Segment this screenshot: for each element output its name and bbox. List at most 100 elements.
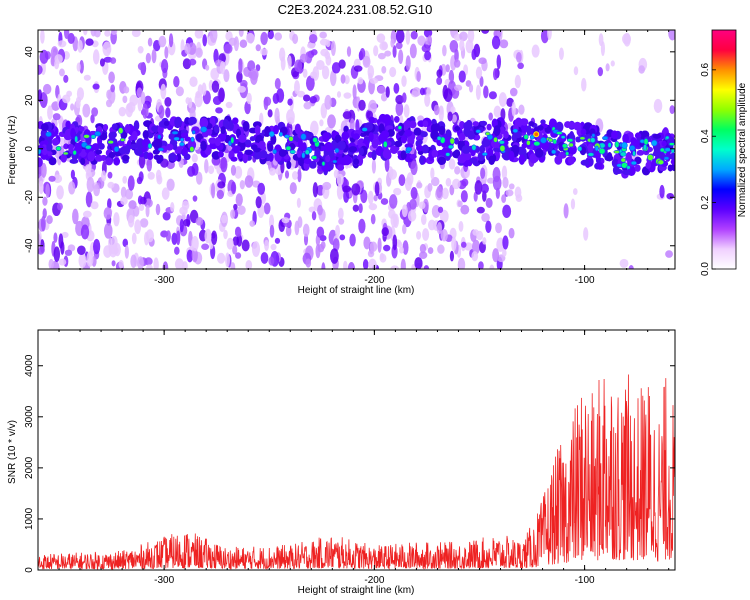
spectral-blob <box>384 50 392 57</box>
ridge-blob <box>78 126 85 132</box>
spectrogram-marks <box>38 30 675 269</box>
spectral-blob <box>107 198 112 210</box>
spectral-blob <box>268 256 275 266</box>
ridge-blob <box>459 120 465 130</box>
spectral-blob <box>48 175 56 182</box>
ridge-blob <box>249 136 256 142</box>
bright-spot <box>562 143 568 149</box>
spectral-blob <box>140 91 146 105</box>
spectral-blob <box>267 30 274 40</box>
ridge-blob <box>420 131 428 138</box>
spectral-blob <box>502 249 507 257</box>
bright-spot <box>646 154 654 161</box>
spectral-blob <box>194 30 204 39</box>
ridge-blob <box>250 144 258 151</box>
spectral-blob <box>287 117 295 125</box>
x-tick-label: -200 <box>364 275 384 286</box>
ridge-blob <box>188 116 197 125</box>
spectral-blob <box>489 264 495 269</box>
y-tick-label: 2000 <box>24 456 35 479</box>
colorbar-gradient <box>711 29 737 270</box>
bright-spot <box>311 155 318 160</box>
spectral-blob <box>255 64 261 72</box>
ridge-blob <box>526 125 532 136</box>
spectral-blob <box>417 115 424 122</box>
spectral-blob <box>460 204 470 215</box>
spectral-blob <box>457 200 463 207</box>
spectral-blob <box>410 30 418 40</box>
ridge-blob <box>260 150 268 159</box>
spectral-blob <box>92 49 100 65</box>
spectral-blob <box>324 51 331 60</box>
spectral-blob <box>186 249 194 263</box>
spectral-blob <box>367 190 374 205</box>
spectral-blob <box>79 59 84 74</box>
spectral-blob <box>451 236 457 252</box>
ridge-blob <box>352 133 361 140</box>
spectral-blob <box>270 243 277 251</box>
spectral-blob <box>362 259 369 269</box>
spectral-blob <box>416 182 423 189</box>
ridge-blob <box>661 140 667 147</box>
bright-spot <box>117 127 124 135</box>
spectral-blob <box>336 91 342 98</box>
ridge-blob <box>322 132 330 143</box>
ridge-blob <box>454 137 460 145</box>
spectral-blob <box>389 66 397 78</box>
ridge-blob <box>244 149 253 156</box>
spectral-blob <box>424 93 431 107</box>
bright-spot <box>272 149 277 155</box>
spectral-blob <box>54 54 63 64</box>
spectral-blob <box>47 105 53 120</box>
bright-spot <box>493 136 499 143</box>
spectral-blob <box>162 211 171 221</box>
spectral-blob <box>64 249 73 256</box>
spectral-blob <box>269 224 275 238</box>
spectral-blob <box>40 30 45 44</box>
spectral-blob <box>342 185 352 193</box>
spectral-blob <box>381 227 389 237</box>
spectral-blob <box>94 30 101 38</box>
spectral-blob <box>460 241 467 248</box>
spectral-blob <box>436 69 443 78</box>
y-tick-label: 1000 <box>24 507 35 530</box>
spectrogram-y-axis: -40 -20 0 20 40 <box>24 46 675 253</box>
bright-spot <box>190 136 195 143</box>
spectral-blob <box>188 97 193 109</box>
spectral-blob <box>380 198 389 205</box>
ridge-blob <box>52 138 60 146</box>
spectral-blob <box>201 82 207 96</box>
spectral-blob <box>419 87 425 96</box>
ridge-blob <box>536 125 544 131</box>
spectral-blob <box>327 114 336 129</box>
bright-spot <box>590 137 596 144</box>
ridge-blob <box>98 143 105 150</box>
ridge-blob <box>457 155 466 164</box>
spectral-blob <box>305 75 315 91</box>
ridge-blob <box>294 123 301 135</box>
ridge-blob <box>548 118 558 129</box>
spectral-blob <box>160 83 167 100</box>
spectral-blob <box>436 76 443 86</box>
bright-spot <box>594 145 599 152</box>
spectral-blob <box>195 47 203 58</box>
bright-spot <box>475 129 482 134</box>
spectral-blob <box>427 35 433 46</box>
bright-spot <box>171 130 179 135</box>
spectral-blob <box>352 84 357 100</box>
bright-spot <box>512 128 519 133</box>
spectral-blob <box>485 220 492 233</box>
bright-spot <box>668 142 675 146</box>
spectral-blob <box>459 31 468 42</box>
ridge-blob <box>153 138 163 150</box>
spectral-blob <box>358 203 363 214</box>
bright-spot <box>74 135 79 143</box>
spectral-blob <box>369 77 379 84</box>
spectral-blob <box>192 195 198 202</box>
spectral-blob <box>83 74 91 81</box>
ridge-blob <box>567 156 575 165</box>
spectral-blob <box>211 80 220 93</box>
spectral-blob <box>338 218 345 225</box>
spectral-blob <box>158 35 167 48</box>
spectral-blob <box>284 170 290 179</box>
